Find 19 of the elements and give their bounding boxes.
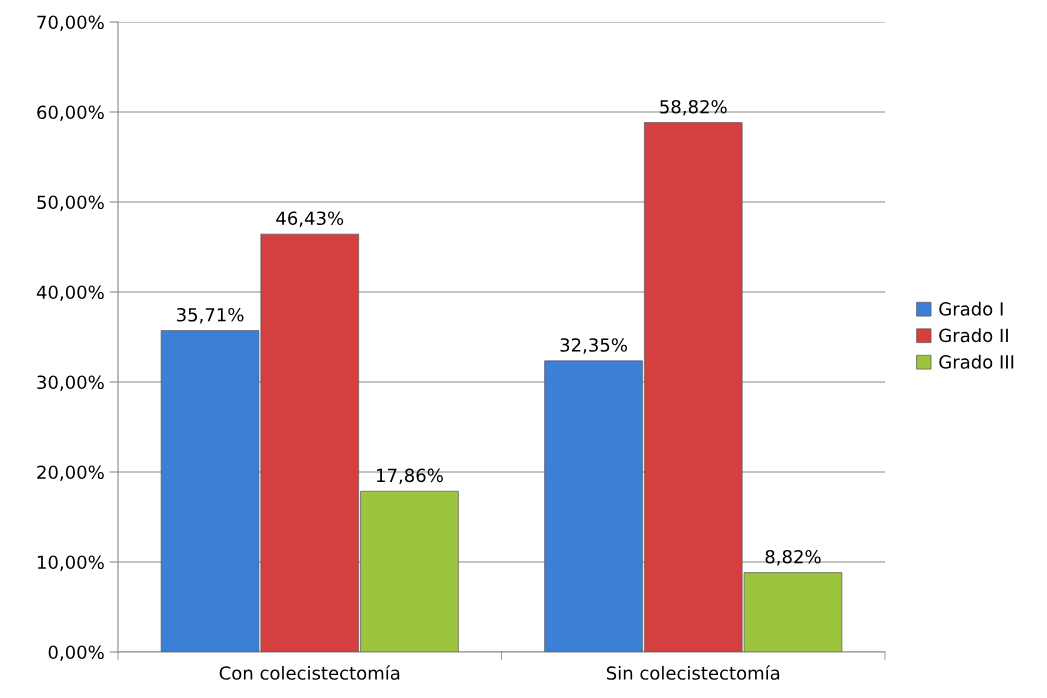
y-tick-label: 70,00% — [37, 15, 104, 31]
y-tick-label: 30,00% — [37, 375, 104, 391]
y-tick-label: 10,00% — [37, 555, 104, 571]
y-tick-label: 50,00% — [37, 195, 104, 211]
data-label: 8,82% — [765, 549, 821, 566]
data-label: 17,86% — [377, 468, 443, 485]
x-tick-label: Con colecistectomía — [219, 665, 400, 680]
y-tick-label: 40,00% — [36, 285, 104, 301]
data-label: 32,35% — [560, 338, 627, 354]
y-tick-label: 60,00% — [37, 105, 104, 121]
y-tick-label: 0,00% — [48, 645, 104, 661]
data-label: 46,43% — [276, 211, 344, 227]
legend-label: Grado I — [939, 301, 1003, 316]
data-label: 35,71% — [176, 307, 244, 324]
legend-label: Grado III — [939, 354, 1014, 369]
legend-label: Grado II — [939, 328, 1008, 343]
x-tick-label: Sin colecistectomía — [606, 665, 780, 680]
data-label: 58,82% — [660, 99, 727, 116]
y-tick-label: 20,00% — [37, 465, 104, 481]
